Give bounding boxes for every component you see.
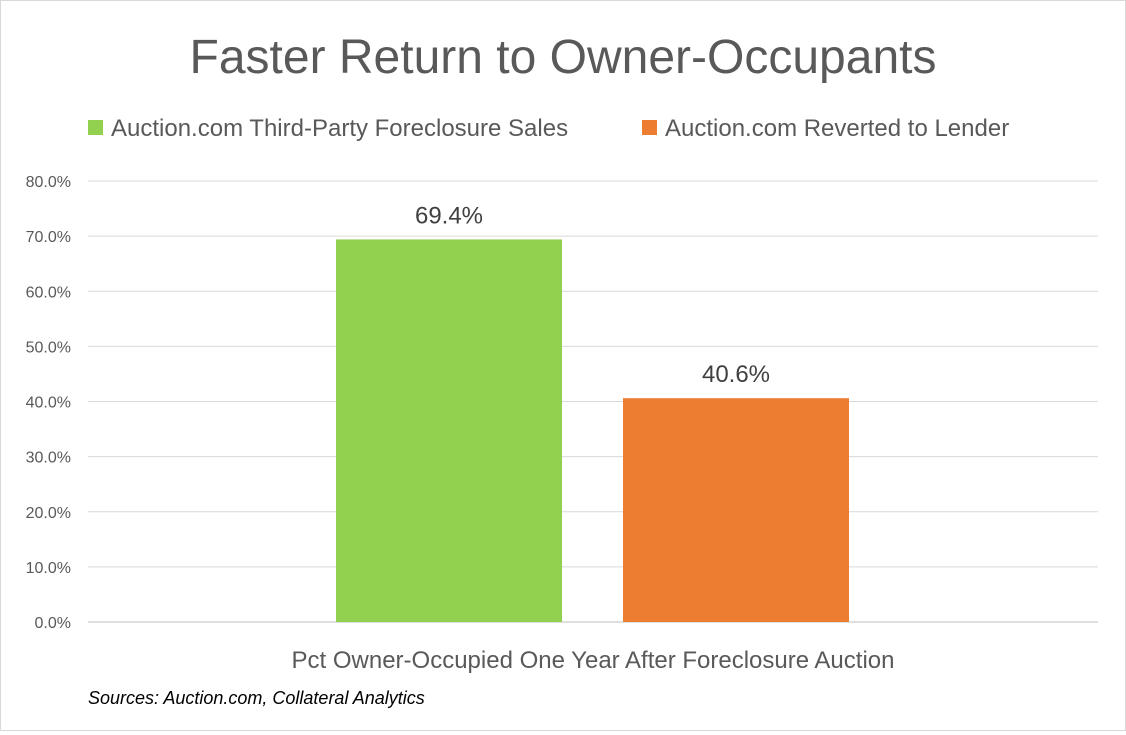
- bars: [336, 239, 849, 622]
- y-tick-label: 50.0%: [26, 339, 71, 356]
- y-tick-label: 80.0%: [26, 174, 71, 191]
- y-tick-label: 60.0%: [26, 284, 71, 301]
- data-labels: 69.4% 40.6%: [415, 202, 770, 388]
- legend: Auction.com Third-Party Foreclosure Sale…: [88, 115, 1009, 142]
- data-label-third-party: 69.4%: [415, 202, 483, 229]
- y-tick-label: 70.0%: [26, 229, 71, 246]
- y-tick-label: 20.0%: [26, 505, 71, 522]
- legend-label-reverted: Auction.com Reverted to Lender: [665, 115, 1009, 142]
- y-tick-label: 40.0%: [26, 395, 71, 412]
- chart-title: Faster Return to Owner-Occupants: [190, 31, 937, 84]
- y-tick-label: 0.0%: [35, 615, 71, 632]
- x-category-label: Pct Owner-Occupied One Year After Forecl…: [292, 647, 895, 674]
- bar-reverted: [623, 398, 849, 622]
- y-tick-label: 30.0%: [26, 450, 71, 467]
- data-label-reverted: 40.6%: [702, 361, 770, 388]
- legend-label-third-party: Auction.com Third-Party Foreclosure Sale…: [111, 115, 568, 142]
- bar-third-party: [336, 239, 562, 622]
- y-axis-tick-labels: 0.0% 10.0% 20.0% 30.0% 40.0% 50.0% 60.0% 70.0% 8…: [26, 174, 71, 632]
- source-note: Sources: Auction.com, Collateral Analyti…: [88, 688, 425, 708]
- gridlines: [88, 180, 1098, 623]
- legend-swatch-reverted: [642, 120, 657, 135]
- y-tick-label: 10.0%: [26, 560, 71, 577]
- legend-swatch-third-party: [88, 120, 103, 135]
